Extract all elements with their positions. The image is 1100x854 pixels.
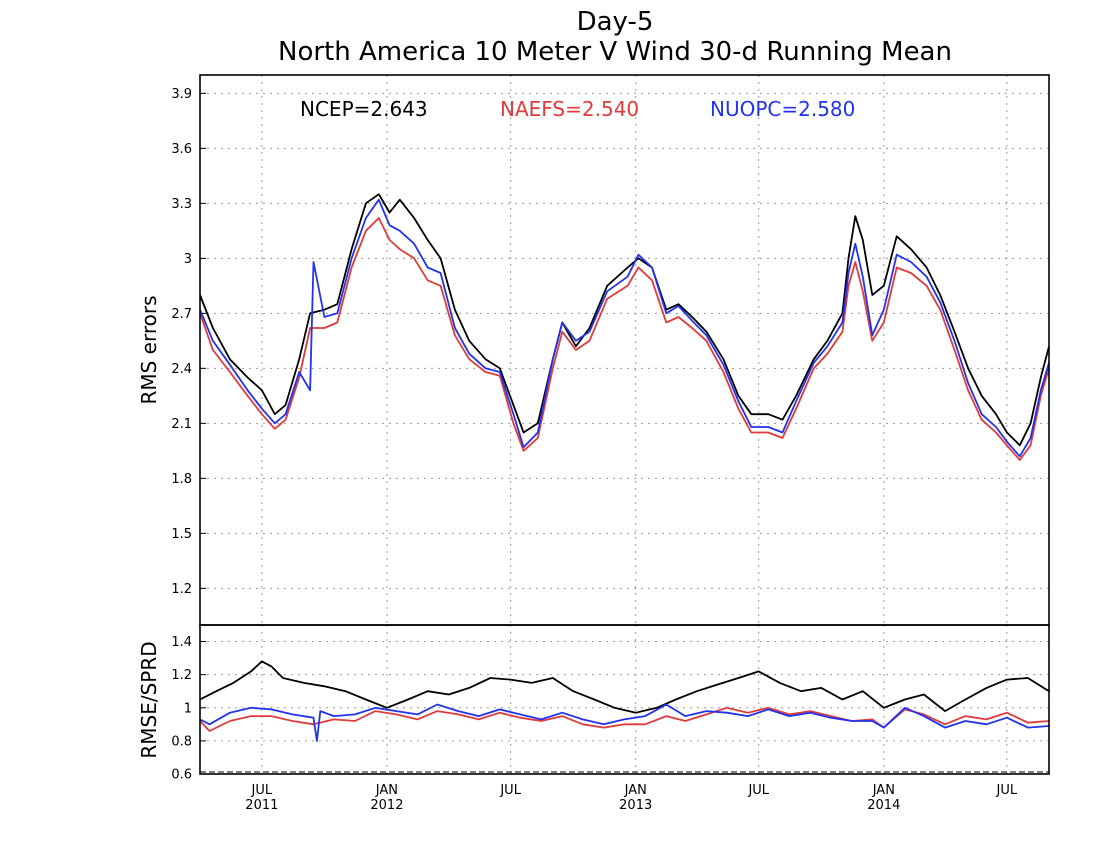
top-y-axis-label: RMS errors (137, 295, 161, 404)
top-series-ncep (200, 193, 1049, 447)
top-y-tick-label: 2.4 (171, 362, 192, 377)
legend-stat-ncep: NCEP=2.643 (300, 97, 428, 121)
x-tick-year-label: 2013 (619, 798, 652, 813)
bottom-y-tick-label: 0.6 (171, 768, 192, 783)
top-y-tick-label: 3.6 (171, 142, 192, 157)
x-tick-year-label: 2012 (370, 798, 403, 813)
x-tick-month-label: JAN (872, 783, 895, 798)
chart-subtitle: North America 10 Meter V Wind 30-d Runni… (278, 37, 952, 67)
top-series-nuopc (200, 198, 1049, 458)
top-y-tick-label: 2.7 (171, 307, 192, 322)
legend-stat-naefs: NAEFS=2.540 (500, 97, 639, 121)
x-tick-month-label: JAN (375, 783, 398, 798)
x-tick-month-label: JUL (499, 783, 521, 798)
bottom-y-axis-label: RMSE/SPRD (137, 641, 161, 758)
bottom-series-ncep (200, 660, 1049, 714)
x-tick-year-label: 2011 (245, 798, 278, 813)
top-y-tick-label: 1.2 (171, 582, 192, 597)
legend-stat-nuopc: NUOPC=2.580 (710, 97, 855, 121)
bottom-y-tick-label: 1.2 (171, 668, 192, 683)
bottom-series-naefs (200, 706, 1049, 732)
top-y-tick-label: 3.9 (171, 87, 192, 102)
x-tick-month-label: JAN (624, 783, 647, 798)
top-y-tick-label: 1.8 (171, 472, 192, 487)
x-tick-year-label: 2014 (867, 798, 900, 813)
bottom-y-tick-label: 1.4 (171, 635, 192, 650)
bottom-y-tick-label: 0.8 (171, 734, 192, 749)
top-series-naefs (200, 217, 1049, 461)
top-y-tick-label: 3.3 (171, 197, 192, 212)
top-panel: 1.2 1.5 1.8 2.1 2.4 2.7 3 3.3 3.6 3.9 (171, 74, 1050, 626)
top-y-tick-label: 2.1 (171, 417, 192, 432)
bottom-plot-frame (199, 624, 1050, 775)
x-tick-month-label: JUL (251, 783, 273, 798)
top-y-tick-label: 1.5 (171, 527, 192, 542)
x-tick-month-label: JUL (747, 783, 769, 798)
bottom-y-tick-label: 1 (184, 701, 192, 716)
chart-title: Day-5 (577, 7, 654, 37)
top-y-tick-label: 3 (184, 252, 192, 267)
x-tick-month-label: JUL (996, 783, 1018, 798)
bottom-series-nuopc (200, 703, 1049, 742)
top-plot-frame (199, 74, 1050, 626)
